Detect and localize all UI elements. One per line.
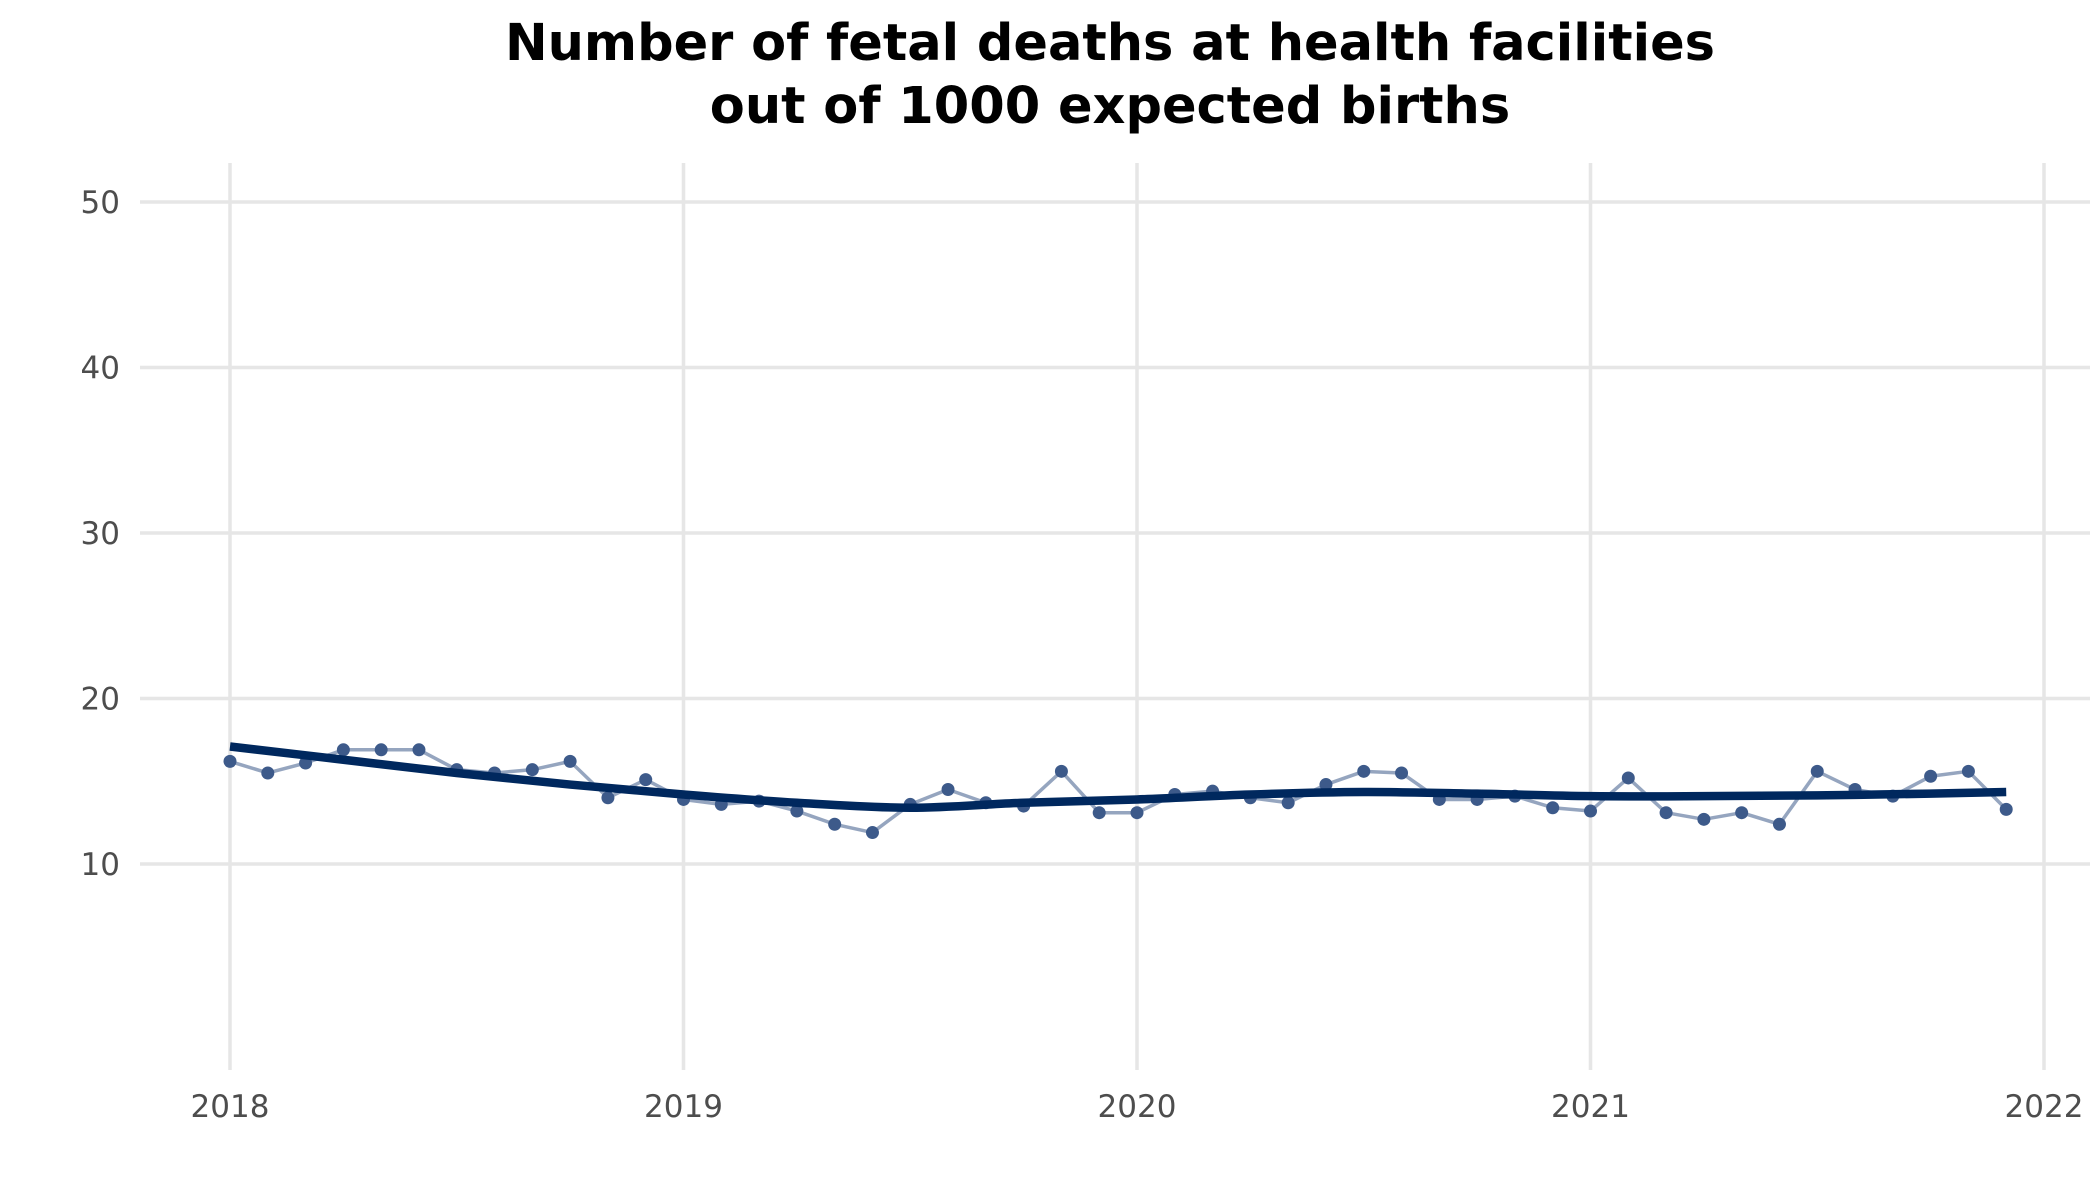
axis-tick-labels: 2018 2019 2020 2021 2022 10 20 30 40 50 bbox=[81, 185, 2084, 1125]
data-point bbox=[1319, 778, 1333, 792]
data-point bbox=[1735, 806, 1749, 820]
x-tick-label: 2019 bbox=[644, 1089, 723, 1125]
data-point bbox=[1810, 764, 1824, 778]
data-point bbox=[1659, 806, 1673, 820]
data-point bbox=[790, 804, 804, 818]
grid bbox=[140, 163, 2090, 1070]
x-tick-label: 2022 bbox=[2005, 1089, 2084, 1125]
data-point bbox=[1357, 764, 1371, 778]
chart-title-line-1: Number of fetal deaths at health facilit… bbox=[505, 14, 1715, 73]
data-point bbox=[1092, 806, 1106, 820]
data-point bbox=[1130, 806, 1144, 820]
y-tick-label: 30 bbox=[81, 516, 120, 552]
data-point bbox=[1999, 802, 2013, 816]
y-tick-label: 50 bbox=[81, 185, 120, 221]
data-point bbox=[828, 817, 842, 831]
data-point bbox=[412, 743, 426, 757]
data-point bbox=[1621, 771, 1635, 785]
data-point bbox=[525, 763, 539, 777]
data-point bbox=[941, 783, 955, 797]
monthly-series-line bbox=[229, 748, 2008, 835]
y-tick-label: 10 bbox=[81, 847, 120, 883]
series bbox=[223, 742, 2013, 840]
data-point bbox=[261, 766, 275, 780]
y-tick-label: 40 bbox=[81, 351, 120, 387]
x-tick-label: 2021 bbox=[1551, 1089, 1630, 1125]
data-point bbox=[374, 743, 388, 757]
data-point bbox=[336, 743, 350, 757]
chart-title-line-2: out of 1000 expected births bbox=[710, 77, 1510, 136]
trend-line bbox=[229, 742, 2007, 812]
y-tick-label: 20 bbox=[81, 682, 120, 718]
data-point bbox=[865, 826, 879, 840]
data-point bbox=[1546, 801, 1560, 815]
x-tick-label: 2018 bbox=[191, 1089, 270, 1125]
data-point bbox=[1584, 804, 1597, 818]
x-tick-label: 2020 bbox=[1098, 1089, 1177, 1125]
data-point bbox=[639, 773, 653, 787]
data-point bbox=[1924, 769, 1938, 783]
data-point bbox=[1281, 796, 1295, 810]
data-point bbox=[1395, 766, 1409, 780]
data-point bbox=[601, 791, 615, 805]
data-point bbox=[1054, 764, 1068, 778]
data-point bbox=[1961, 764, 1975, 778]
data-point bbox=[1772, 817, 1786, 831]
data-point bbox=[223, 754, 237, 768]
data-point bbox=[563, 754, 577, 768]
data-point bbox=[1697, 812, 1711, 826]
